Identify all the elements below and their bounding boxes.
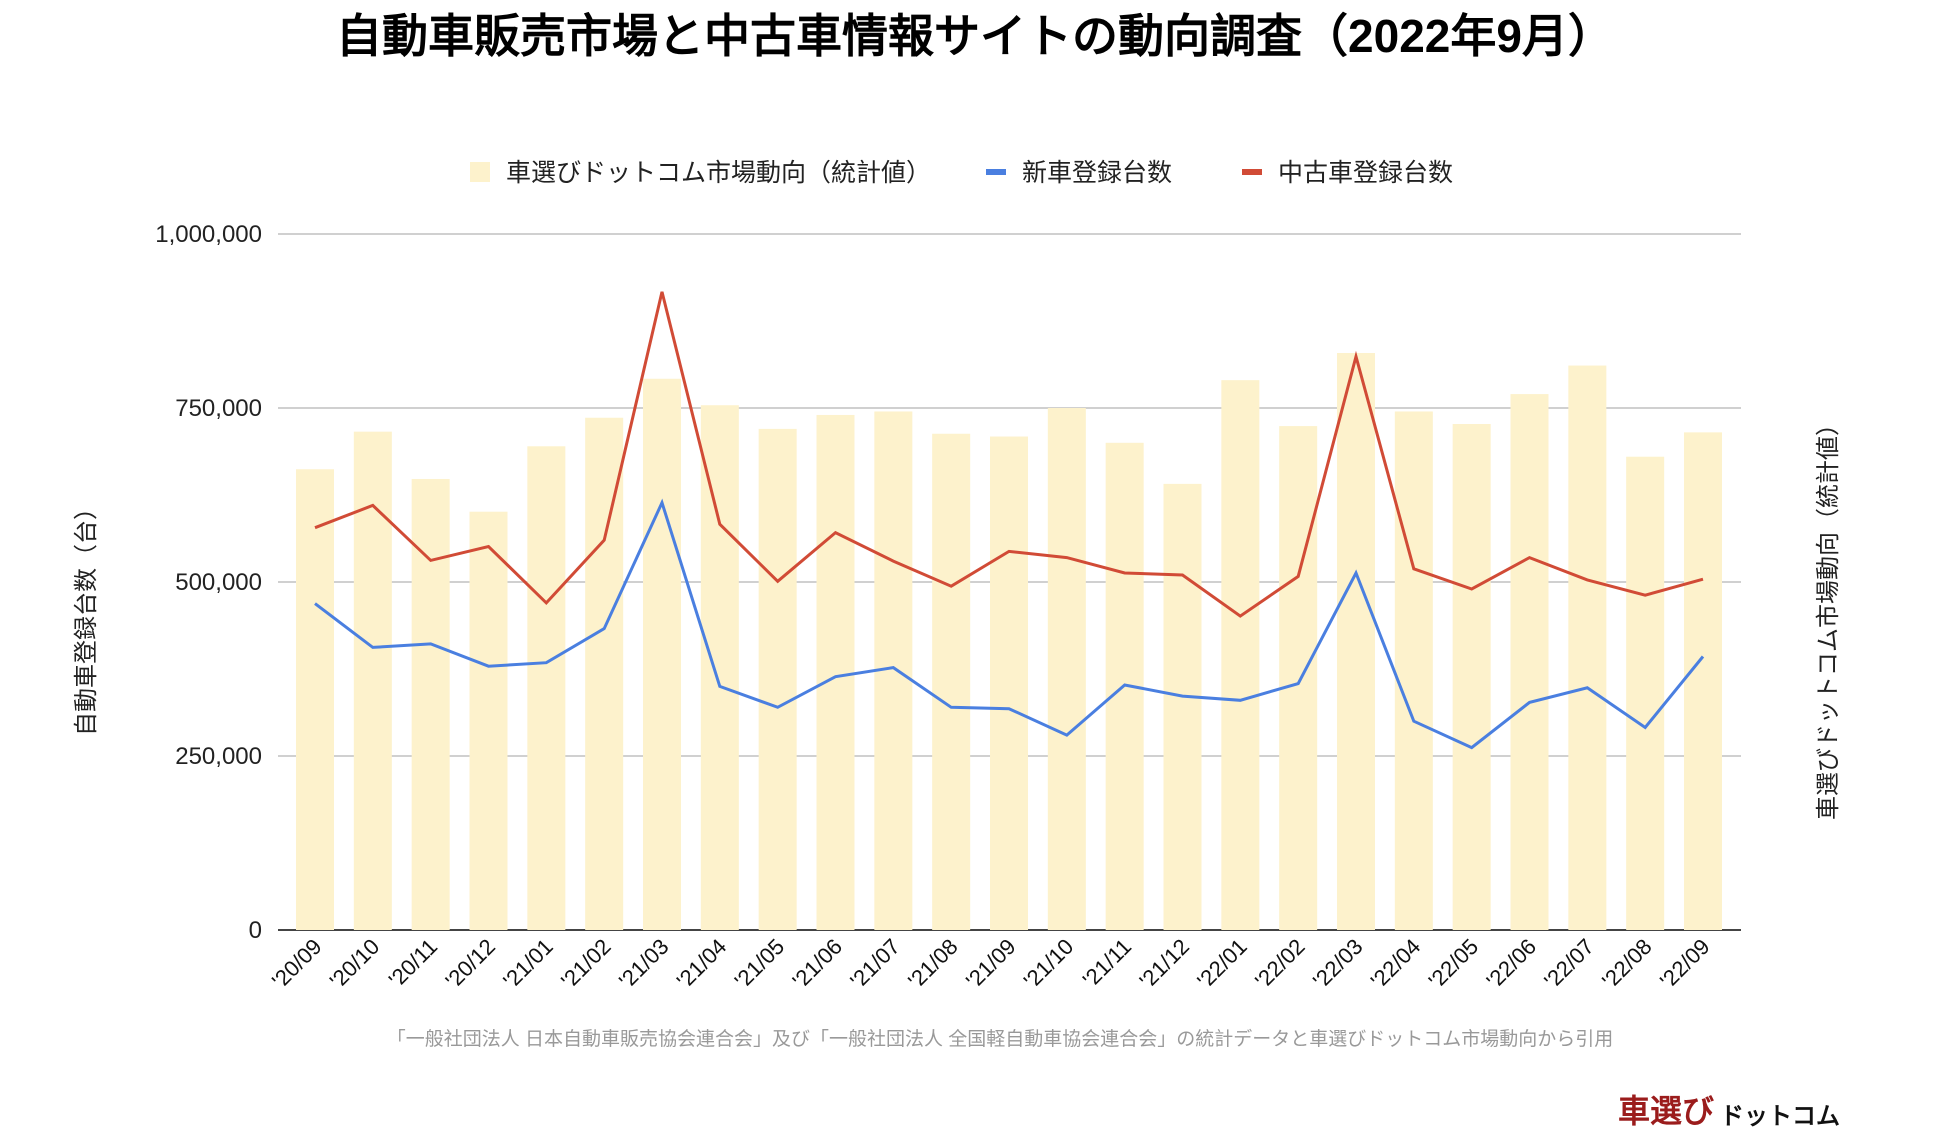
legend-label: 車選びドットコム市場動向（統計値） xyxy=(506,159,931,187)
y-axis-label: 自動車登録台数（台） xyxy=(73,496,100,736)
bar xyxy=(585,417,624,930)
line-series xyxy=(314,291,1705,750)
x-tick-label: '21/12 xyxy=(1134,934,1194,994)
bar xyxy=(1684,432,1722,930)
bar xyxy=(1394,411,1433,931)
line-新車登録台数 xyxy=(314,498,1705,750)
bar xyxy=(1163,483,1202,930)
x-tick-label: '21/09 xyxy=(961,934,1021,994)
x-tick-label: '21/10 xyxy=(1019,934,1079,994)
logo: 車選び ドットコム xyxy=(1618,1093,1840,1130)
x-tick-label: '22/02 xyxy=(1250,934,1310,994)
x-tick-label: '22/01 xyxy=(1192,934,1252,994)
bar xyxy=(1626,456,1665,930)
legend-label: 中古車登録台数 xyxy=(1278,159,1453,187)
x-tick-label: '21/08 xyxy=(903,934,963,994)
legend-swatch xyxy=(1242,169,1262,175)
bar xyxy=(758,428,797,930)
bar xyxy=(643,378,681,930)
x-tick-label: '22/07 xyxy=(1539,934,1599,994)
source-note: 「一般社団法人 日本自動車販売協会連合会」及び「一般社団法人 全国軽自動車協会連… xyxy=(387,1028,1614,1050)
y-tick-label: 500,000 xyxy=(175,569,262,596)
x-tick-label: '22/03 xyxy=(1308,934,1368,994)
y2-axis-label: 車選びドットコム市場動向（統計値） xyxy=(1815,412,1842,820)
legend-label: 新車登録台数 xyxy=(1022,159,1172,187)
x-tick-label: '22/05 xyxy=(1424,934,1484,994)
x-tick-label: '21/07 xyxy=(845,934,905,994)
bar xyxy=(816,414,855,931)
legend-swatch xyxy=(986,169,1006,175)
x-tick-label: '21/03 xyxy=(614,934,674,994)
x-tick-label: '20/09 xyxy=(267,934,327,994)
x-tick-label: '21/05 xyxy=(730,934,790,994)
bar xyxy=(1337,353,1375,930)
bar xyxy=(353,431,392,930)
x-tick-label: '21/01 xyxy=(498,934,558,994)
x-tick-label: '21/11 xyxy=(1078,934,1136,992)
y-tick-label: 750,000 xyxy=(175,395,262,422)
line-中古車登録台数 xyxy=(314,291,1704,618)
chart-title: 自動車販売市場と中古車情報サイトの動向調査（2022年9月） xyxy=(336,10,1614,62)
bar xyxy=(469,511,508,930)
y-axis-ticks: 0 250,000 500,000 750,000 1,000,000 xyxy=(155,221,262,944)
x-tick-label: '20/11 xyxy=(384,934,442,992)
logo-text-black: ドットコム xyxy=(1720,1103,1840,1130)
bar xyxy=(1221,380,1260,930)
x-tick-label: '20/10 xyxy=(325,934,385,994)
bar xyxy=(1452,424,1491,930)
bar xyxy=(1510,394,1549,931)
legend: 車選びドットコム市場動向（統計値） 新車登録台数 中古車登録台数 xyxy=(470,159,1453,187)
x-tick-label: '21/06 xyxy=(787,934,847,994)
bar xyxy=(527,446,566,930)
bar xyxy=(411,478,450,930)
y-tick-label: 0 xyxy=(249,917,262,944)
bar xyxy=(990,436,1028,930)
legend-swatch xyxy=(470,162,490,182)
x-tick-label: '20/12 xyxy=(440,934,500,994)
bar xyxy=(1279,426,1318,930)
x-axis-ticks: '20/09'20/10'20/11'20/12'21/01'21/02'21/… xyxy=(267,934,1715,994)
x-tick-label: '22/06 xyxy=(1481,934,1541,994)
logo-text-red: 車選び xyxy=(1618,1093,1714,1129)
x-tick-label: '22/04 xyxy=(1366,934,1426,994)
bar xyxy=(932,433,971,930)
y-tick-label: 250,000 xyxy=(175,743,262,770)
x-tick-label: '22/08 xyxy=(1597,934,1657,994)
x-tick-label: '22/09 xyxy=(1655,934,1715,994)
x-tick-label: '21/02 xyxy=(556,934,616,994)
x-tick-label: '21/04 xyxy=(672,934,732,994)
bar xyxy=(1568,365,1607,930)
bar-series xyxy=(296,353,1722,931)
bar xyxy=(1047,408,1086,930)
bar xyxy=(700,405,739,930)
bar xyxy=(296,469,334,930)
y-tick-label: 1,000,000 xyxy=(155,221,262,248)
